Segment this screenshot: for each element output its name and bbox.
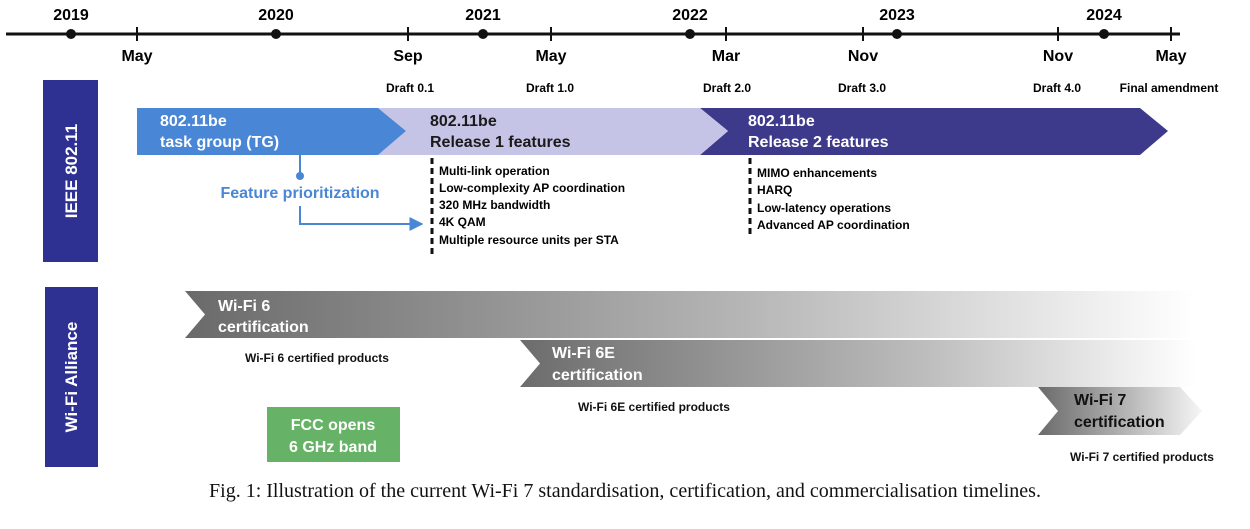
month-may-2024: May — [1155, 27, 1187, 65]
wifi7-bar — [1038, 387, 1202, 435]
wifi6e-bar — [520, 340, 1195, 387]
year-label: 2022 — [672, 7, 708, 24]
wifi7-line2: certification — [1074, 414, 1165, 431]
fcc-line1: FCC opens — [291, 417, 376, 434]
release2-feature: HARQ — [757, 183, 792, 197]
release2-feature: Low-latency operations — [757, 201, 891, 215]
release2-feature: Advanced AP coordination — [757, 218, 910, 232]
month-markers: May Sep May Mar Nov Nov May — [121, 27, 1187, 65]
year-2023: 2023 — [879, 7, 915, 39]
year-markers: 2019 2020 2021 2022 2023 2024 — [53, 7, 1122, 39]
fcc-box: FCC opens 6 GHz band — [267, 407, 400, 462]
year-label: 2023 — [879, 7, 915, 24]
tg-line1: 802.11be — [160, 113, 227, 130]
year-2020: 2020 — [258, 7, 294, 39]
wifi7-products: Wi-Fi 7 certified products — [1070, 450, 1214, 464]
month-mar-2022: Mar — [712, 27, 740, 65]
month-sep-2020: Sep — [393, 27, 423, 65]
wifi6-line2: certification — [218, 319, 309, 336]
release1-feature: Multiple resource units per STA — [439, 233, 619, 247]
release1-bar — [378, 108, 728, 155]
wfa-side-label: Wi-Fi Alliance — [45, 287, 98, 467]
wifi6-line1: Wi-Fi 6 — [218, 298, 270, 315]
ieee-label: IEEE 802.11 — [62, 124, 81, 219]
release2-feature: MIMO enhancements — [757, 166, 877, 180]
month-label: Nov — [1043, 48, 1073, 65]
draft-labels: Draft 0.1 Draft 1.0 Draft 2.0 Draft 3.0 … — [386, 81, 1218, 95]
wfa-label: Wi-Fi Alliance — [62, 322, 81, 433]
feature-prioritization-arrow — [299, 206, 424, 231]
draft-2-0-label: Draft 2.0 — [703, 81, 751, 95]
month-label: May — [1155, 48, 1186, 65]
year-label: 2019 — [53, 7, 89, 24]
release1-feature: Multi-link operation — [439, 164, 550, 178]
release1-feature: Low-complexity AP coordination — [439, 181, 625, 195]
wifi6-bar — [185, 291, 1195, 338]
wifi7-line1: Wi-Fi 7 — [1074, 392, 1126, 409]
release1-feature: 4K QAM — [439, 215, 486, 229]
figure-caption: Fig. 1: Illustration of the current Wi-F… — [209, 480, 1041, 502]
year-2022: 2022 — [672, 7, 708, 39]
release1-feature-list: Multi-link operation Low-complexity AP c… — [430, 158, 625, 254]
wifi7-certification: Wi-Fi 7 certification Wi-Fi 7 certified … — [1038, 387, 1214, 464]
tg-bar — [137, 108, 406, 155]
month-label: Mar — [712, 48, 740, 65]
feature-prioritization: Feature prioritization — [220, 155, 424, 231]
release2-bar — [700, 108, 1168, 155]
release1-line1: 802.11be — [430, 113, 497, 130]
release2-feature-list: MIMO enhancements HARQ Low-latency opera… — [748, 158, 910, 234]
draft-4-0-label: Draft 4.0 — [1033, 81, 1081, 95]
wifi6-products: Wi-Fi 6 certified products — [245, 351, 389, 365]
tg-line2: task group (TG) — [160, 134, 279, 151]
year-2021: 2021 — [465, 7, 501, 39]
final-amendment-label: Final amendment — [1120, 81, 1219, 95]
year-2024: 2024 — [1086, 7, 1122, 39]
draft-1-0-label: Draft 1.0 — [526, 81, 574, 95]
wifi6-certification: Wi-Fi 6 certification Wi-Fi 6 certified … — [185, 291, 1195, 365]
month-label: May — [535, 48, 566, 65]
release2-line2: Release 2 features — [748, 134, 889, 151]
ieee-bars: 802.11be task group (TG) 802.11be Releas… — [137, 108, 1168, 155]
wifi6e-products: Wi-Fi 6E certified products — [578, 400, 730, 414]
month-nov-2022: Nov — [848, 27, 878, 65]
release2-line1: 802.11be — [748, 113, 815, 130]
month-label: Nov — [848, 48, 878, 65]
year-label: 2024 — [1086, 7, 1122, 24]
wifi6e-certification: Wi-Fi 6E certification Wi-Fi 6E certifie… — [520, 340, 1195, 414]
wifi6e-line2: certification — [552, 367, 643, 384]
fcc-line2: 6 GHz band — [289, 439, 377, 456]
month-label: May — [121, 48, 152, 65]
month-nov-2023: Nov — [1043, 27, 1073, 65]
wifi6e-line1: Wi-Fi 6E — [552, 345, 615, 362]
month-may-2021: May — [535, 27, 567, 65]
month-may-2019: May — [121, 27, 153, 65]
year-label: 2021 — [465, 7, 501, 24]
year-label: 2020 — [258, 7, 294, 24]
draft-0-1-label: Draft 0.1 — [386, 81, 434, 95]
release1-feature: 320 MHz bandwidth — [439, 198, 550, 212]
release1-line2: Release 1 features — [430, 134, 571, 151]
year-2019: 2019 — [53, 7, 89, 39]
month-label: Sep — [393, 48, 423, 65]
ieee-side-label: IEEE 802.11 — [43, 80, 98, 262]
feature-prioritization-label: Feature prioritization — [220, 185, 379, 202]
draft-3-0-label: Draft 3.0 — [838, 81, 886, 95]
